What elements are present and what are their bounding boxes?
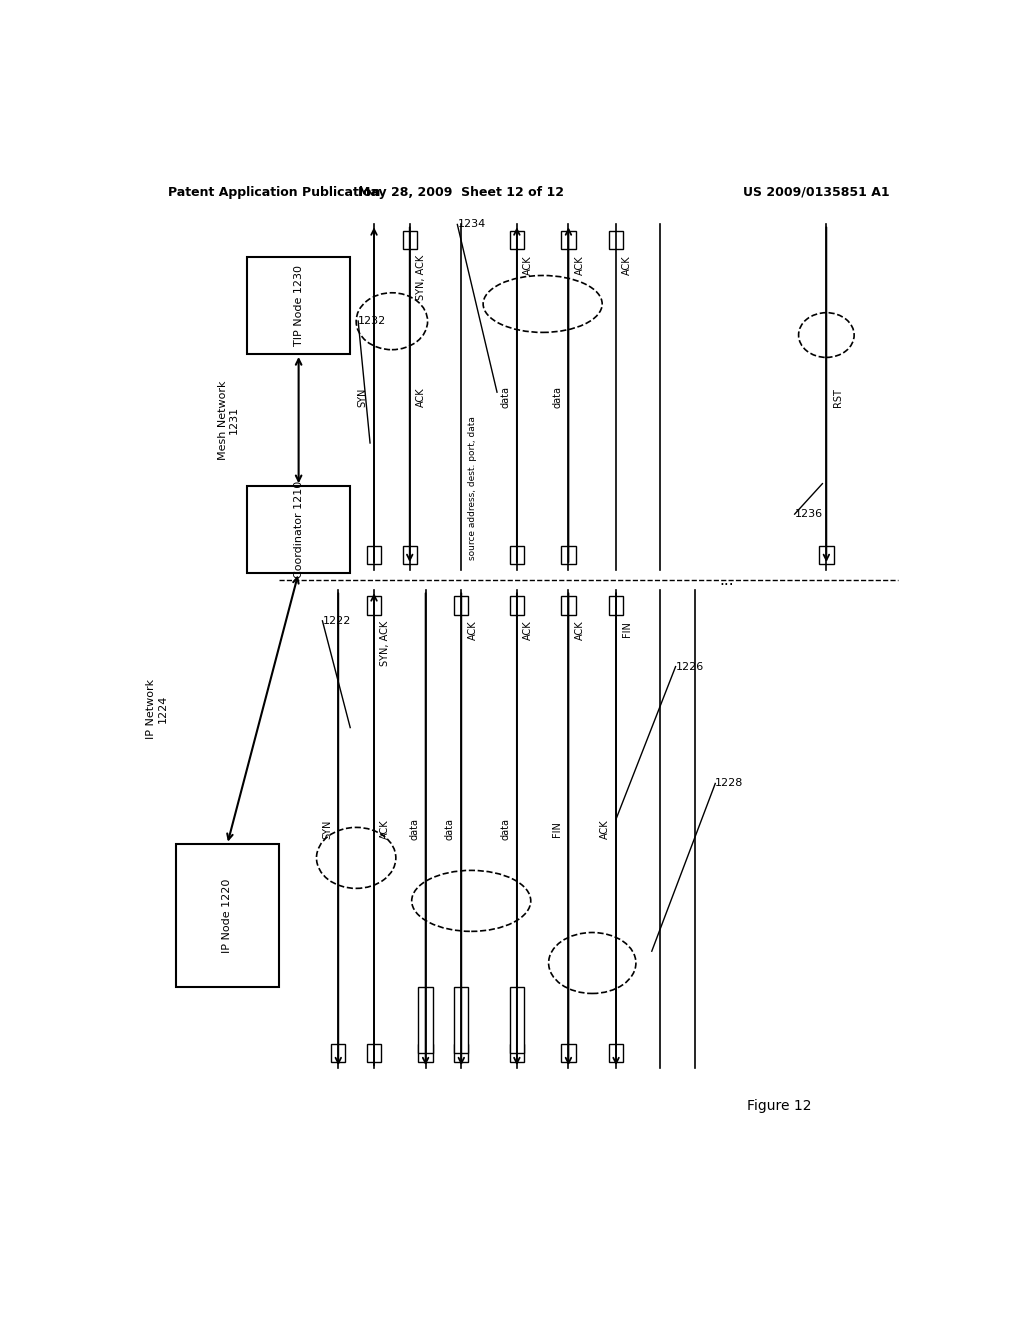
FancyBboxPatch shape: [247, 257, 350, 354]
FancyBboxPatch shape: [609, 1044, 624, 1063]
Text: source address, dest. port, data: source address, dest. port, data: [468, 416, 476, 560]
Text: 1236: 1236: [795, 510, 822, 519]
FancyBboxPatch shape: [561, 545, 575, 564]
FancyBboxPatch shape: [510, 231, 524, 249]
FancyBboxPatch shape: [402, 231, 417, 249]
Text: ACK: ACK: [468, 620, 477, 640]
Text: 1234: 1234: [458, 219, 485, 230]
Text: data: data: [501, 818, 511, 841]
Text: FIN: FIN: [552, 821, 562, 837]
Text: FIN: FIN: [623, 620, 633, 636]
FancyBboxPatch shape: [419, 1044, 433, 1063]
Text: US 2009/0135851 A1: US 2009/0135851 A1: [743, 186, 890, 199]
Text: 1222: 1222: [323, 616, 351, 626]
Text: SYN, ACK: SYN, ACK: [380, 620, 390, 667]
FancyBboxPatch shape: [402, 545, 417, 564]
Text: ACK: ACK: [380, 820, 390, 840]
Text: ACK: ACK: [574, 255, 585, 275]
FancyBboxPatch shape: [510, 1044, 524, 1063]
FancyBboxPatch shape: [561, 597, 575, 615]
Text: IP Node 1220: IP Node 1220: [222, 878, 232, 953]
Text: ACK: ACK: [574, 620, 585, 640]
Text: SYN, ACK: SYN, ACK: [416, 255, 426, 300]
FancyBboxPatch shape: [455, 1044, 468, 1063]
Text: 1232: 1232: [358, 315, 386, 326]
FancyBboxPatch shape: [367, 1044, 381, 1063]
Text: SYN: SYN: [357, 388, 368, 407]
Text: 1226: 1226: [676, 661, 703, 672]
Text: Coordinator 1210: Coordinator 1210: [294, 480, 304, 578]
FancyBboxPatch shape: [176, 845, 279, 987]
Text: data: data: [552, 387, 562, 408]
Text: Mesh Network
1231: Mesh Network 1231: [217, 380, 239, 459]
FancyBboxPatch shape: [561, 1044, 575, 1063]
Text: IP Network
1224: IP Network 1224: [146, 678, 168, 739]
Text: SYN: SYN: [322, 820, 332, 840]
Text: data: data: [410, 818, 419, 841]
FancyBboxPatch shape: [510, 987, 524, 1053]
FancyBboxPatch shape: [609, 597, 624, 615]
Text: RST: RST: [833, 388, 843, 407]
Text: data: data: [501, 387, 511, 408]
Text: May 28, 2009  Sheet 12 of 12: May 28, 2009 Sheet 12 of 12: [358, 186, 564, 199]
FancyBboxPatch shape: [331, 1044, 345, 1063]
FancyBboxPatch shape: [247, 486, 350, 573]
Text: 1228: 1228: [715, 779, 743, 788]
Text: TIP Node 1230: TIP Node 1230: [294, 265, 304, 346]
Text: data: data: [445, 818, 455, 841]
FancyBboxPatch shape: [419, 987, 433, 1053]
Text: ...: ...: [720, 573, 734, 587]
Text: Figure 12: Figure 12: [746, 1098, 811, 1113]
FancyBboxPatch shape: [561, 231, 575, 249]
Text: ACK: ACK: [623, 255, 633, 275]
Text: ACK: ACK: [600, 820, 609, 840]
FancyBboxPatch shape: [609, 231, 624, 249]
FancyBboxPatch shape: [510, 597, 524, 615]
FancyBboxPatch shape: [367, 545, 381, 564]
Text: ACK: ACK: [523, 620, 534, 640]
Text: Patent Application Publication: Patent Application Publication: [168, 186, 380, 199]
Text: ACK: ACK: [523, 255, 534, 275]
FancyBboxPatch shape: [510, 545, 524, 564]
Text: ACK: ACK: [416, 388, 426, 407]
FancyBboxPatch shape: [367, 597, 381, 615]
FancyBboxPatch shape: [819, 545, 834, 564]
FancyBboxPatch shape: [455, 987, 468, 1053]
FancyBboxPatch shape: [455, 597, 468, 615]
